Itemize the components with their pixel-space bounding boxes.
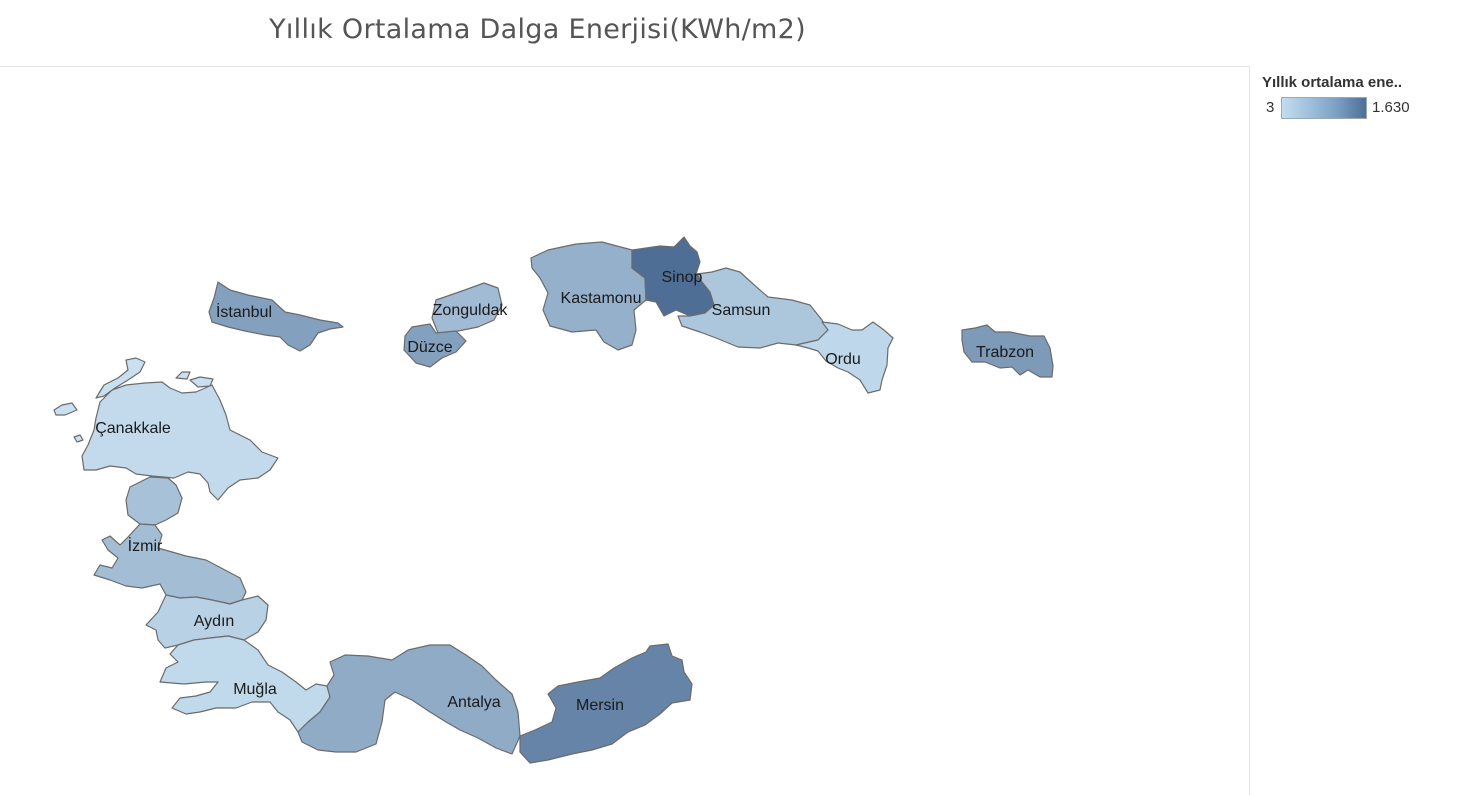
label-ordu: Ordu (825, 351, 861, 368)
province-canakkale[interactable] (81, 381, 279, 501)
legend-divider (1249, 66, 1250, 795)
legend-title: Yıllık ortalama ene.. (1262, 74, 1403, 91)
province-canakkale-island (95, 357, 146, 399)
province-izmir[interactable] (93, 523, 247, 605)
label-sinop: Sinop (662, 269, 703, 286)
province-antalya[interactable] (297, 644, 521, 755)
province-canakkale-island (175, 371, 191, 380)
label-samsun: Samsun (712, 302, 771, 319)
province-canakkale-island (53, 402, 78, 416)
label-duzce: Düzce (407, 339, 452, 356)
label-canakkale: Çanakkale (95, 420, 171, 437)
province-map: İstanbul Zonguldak Düzce Kastamonu Sinop… (53, 236, 1054, 764)
province-istanbul[interactable] (208, 281, 344, 352)
province-ordu[interactable] (795, 321, 894, 394)
label-istanbul: İstanbul (216, 302, 272, 321)
province-zonguldak[interactable] (431, 282, 503, 334)
province-canakkale-island (189, 376, 214, 388)
chart-title: Yıllık Ortalama Dalga Enerjisi(KWh/m2) (269, 14, 806, 45)
label-zonguldak: Zonguldak (433, 302, 509, 319)
label-aydin: Aydın (194, 613, 235, 630)
label-izmir: İzmir (128, 536, 163, 555)
province-canakkale-island (73, 434, 84, 443)
title-divider (0, 66, 1250, 67)
province-mersin[interactable] (519, 643, 693, 764)
label-mugla: Muğla (233, 681, 277, 698)
legend-color-ramp (1281, 97, 1367, 119)
legend-max-label: 1.630 (1372, 99, 1410, 116)
label-mersin: Mersin (576, 697, 624, 714)
legend-scale: 3 1.630 (1262, 97, 1462, 121)
label-trabzon: Trabzon (976, 344, 1034, 361)
province-mugla[interactable] (159, 635, 331, 733)
color-legend[interactable]: Yıllık ortalama ene.. 3 1.630 (1262, 74, 1462, 121)
province-samsun[interactable] (677, 267, 829, 349)
province-balikesir[interactable] (125, 476, 183, 526)
province-duzce[interactable] (403, 323, 467, 368)
legend-min-label: 3 (1266, 99, 1275, 116)
label-antalya: Antalya (447, 694, 500, 711)
province-kastamonu[interactable] (530, 241, 647, 351)
province-trabzon[interactable] (961, 324, 1054, 378)
label-kastamonu: Kastamonu (561, 290, 642, 307)
